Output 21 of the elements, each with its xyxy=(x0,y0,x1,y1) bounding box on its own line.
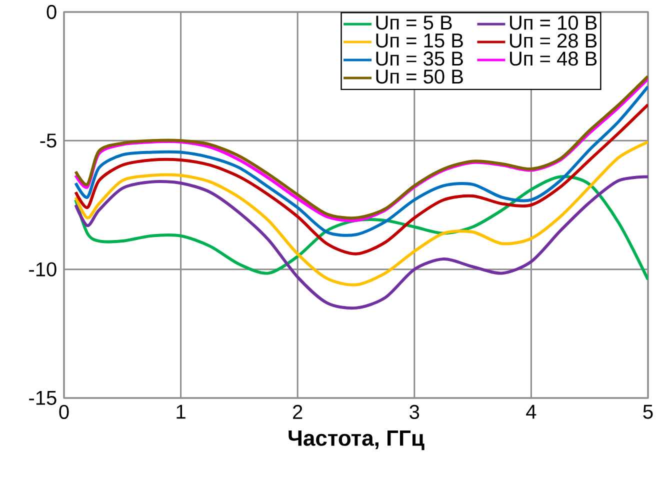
x-tick-label: 1 xyxy=(176,404,186,419)
y-tick-label: -5 xyxy=(40,134,56,148)
legend-label: Uп = 15 В xyxy=(376,34,463,48)
legend-label: Uп = 5 В xyxy=(376,16,452,30)
x-tick-label: 2 xyxy=(293,404,302,419)
legend-label: Uп = 50 В xyxy=(376,70,463,84)
y-tick-label: -10 xyxy=(29,262,56,276)
x-tick-label: 5 xyxy=(643,404,653,419)
x-tick-label: 4 xyxy=(526,404,536,419)
line-series xyxy=(74,140,648,286)
legend-label: Uп = 48 В xyxy=(510,52,597,66)
x-tick-label: 0 xyxy=(59,404,69,420)
line-series xyxy=(74,103,648,256)
legend-label: Uп = 28 В xyxy=(510,34,597,48)
legend-label: Uп = 35 В xyxy=(376,52,463,66)
legend-label: Uп = 10 В xyxy=(510,16,597,30)
line-series xyxy=(74,175,648,310)
x-tick-label: 3 xyxy=(410,404,420,420)
x-axis-title: Частота, ГГц xyxy=(288,430,424,450)
y-tick-label: 0 xyxy=(46,4,56,20)
y-tick-label: -15 xyxy=(29,391,56,405)
